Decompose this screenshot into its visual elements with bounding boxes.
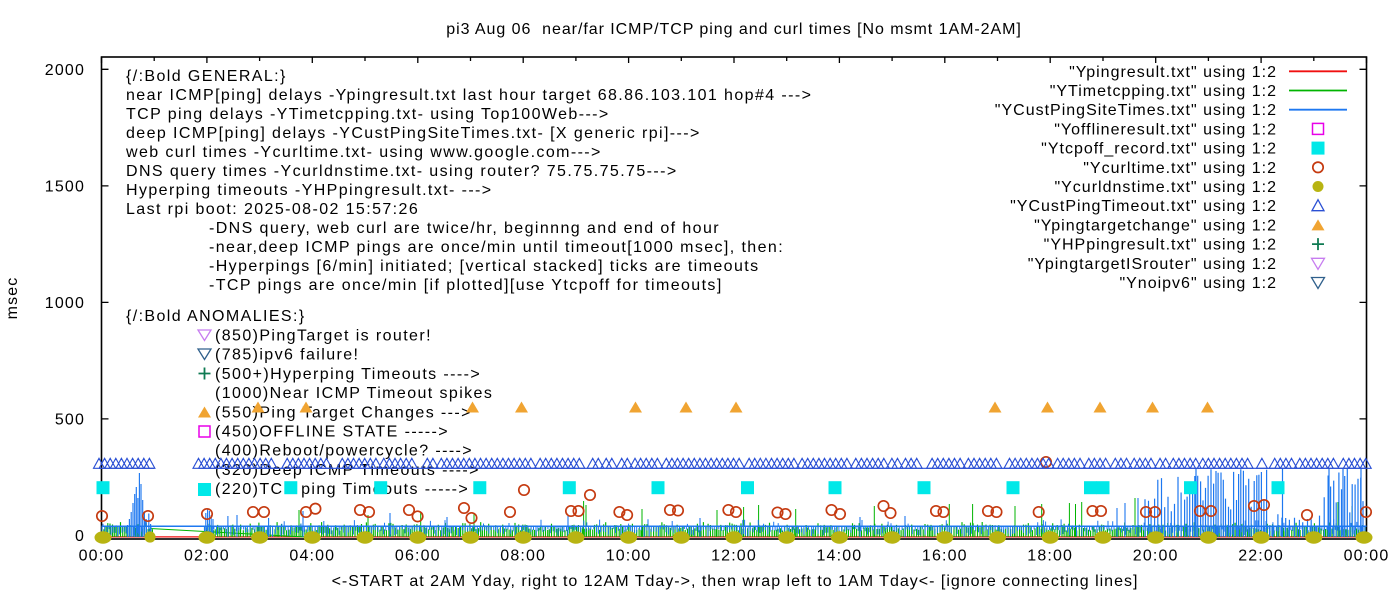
svg-text:-TCP pings are once/min [if pl: -TCP pings are once/min [if plotted][use… — [209, 277, 723, 294]
svg-text:(500+)Hyperping Timeouts ---->: (500+)Hyperping Timeouts ----> — [215, 366, 481, 383]
svg-text:1500: 1500 — [45, 178, 85, 195]
svg-text:near ICMP[ping] delays -Ypingr: near ICMP[ping] delays -Ypingresult.txt … — [126, 87, 812, 104]
svg-text:2000: 2000 — [45, 62, 85, 79]
svg-text:"Ycurltime.txt" using 1:2: "Ycurltime.txt" using 1:2 — [1083, 160, 1277, 177]
svg-text:DNS query times -Ycurldnstime.: DNS query times -Ycurldnstime.txt- using… — [126, 163, 678, 180]
svg-text:web curl times -Ycurltime.txt-: web curl times -Ycurltime.txt- using www… — [125, 144, 602, 161]
svg-text:1000: 1000 — [45, 295, 85, 312]
svg-text:(550)Ping Target Changes --->: (550)Ping Target Changes ---> — [215, 404, 472, 421]
svg-text:{/:Bold GENERAL:}: {/:Bold GENERAL:} — [126, 68, 287, 85]
svg-text:deep ICMP[ping] delays -YCustP: deep ICMP[ping] delays -YCustPingSiteTim… — [126, 125, 701, 142]
svg-text:"Ypingresult.txt" using 1:2: "Ypingresult.txt" using 1:2 — [1069, 64, 1277, 81]
svg-text:18:00: 18:00 — [1027, 548, 1073, 565]
svg-text:(1000)Near ICMP Timeout spikes: (1000)Near ICMP Timeout spikes — [215, 385, 493, 402]
svg-text:{/:Bold ANOMALIES:}: {/:Bold ANOMALIES:} — [126, 308, 306, 325]
svg-text:04:00: 04:00 — [289, 548, 335, 565]
svg-text:00:00: 00:00 — [79, 548, 125, 565]
svg-text:"YHPpingresult.txt" using 1:2: "YHPpingresult.txt" using 1:2 — [1044, 237, 1277, 254]
svg-text:08:00: 08:00 — [500, 548, 546, 565]
svg-text:(220)TCP ping Timeouts ----->: (220)TCP ping Timeouts -----> — [215, 481, 469, 498]
svg-text:"YCustPingSiteTimes.txt" using: "YCustPingSiteTimes.txt" using 1:2 — [995, 102, 1277, 119]
svg-text:22:00: 22:00 — [1238, 548, 1284, 565]
svg-text:"YTimetcpping.txt" using 1:2: "YTimetcpping.txt" using 1:2 — [1050, 83, 1277, 100]
svg-text:pi3 Aug 06 near/far ICMP/TCP: pi3 Aug 06 near/far ICMP/TCP ping and cu… — [446, 21, 1022, 38]
svg-text:"Ycurldnstime.txt" using 1:2: "Ycurldnstime.txt" using 1:2 — [1054, 179, 1277, 196]
svg-text:Last rpi boot: 2025-08-02 15:5: Last rpi boot: 2025-08-02 15:57:26 — [126, 201, 419, 218]
svg-text:"Yofflineresult.txt" using 1:2: "Yofflineresult.txt" using 1:2 — [1054, 121, 1277, 138]
svg-text:msec: msec — [4, 277, 21, 320]
svg-text:(400)Reboot/powercycle? ---->: (400)Reboot/powercycle? ----> — [215, 443, 473, 460]
svg-text:0: 0 — [75, 528, 85, 545]
svg-text:(850)PingTarget is router!: (850)PingTarget is router! — [215, 328, 432, 345]
svg-text:"YpingtargetISrouter" using 1:: "YpingtargetISrouter" using 1:2 — [1028, 256, 1277, 273]
svg-text:"Ynoipv6" using 1:2: "Ynoipv6" using 1:2 — [1119, 275, 1277, 292]
svg-text:00:00: 00:00 — [1344, 548, 1390, 565]
svg-text:06:00: 06:00 — [395, 548, 441, 565]
svg-text:-Hyperpings [6/min] initiated;: -Hyperpings [6/min] initiated; [vertical… — [209, 258, 760, 275]
svg-text:14:00: 14:00 — [817, 548, 863, 565]
svg-text:12:00: 12:00 — [711, 548, 757, 565]
svg-text:20:00: 20:00 — [1133, 548, 1179, 565]
svg-text:TCP ping delays -YTimetcpping.: TCP ping delays -YTimetcpping.txt- using… — [126, 106, 610, 123]
svg-text:"Ypingtargetchange" using 1:2: "Ypingtargetchange" using 1:2 — [1034, 217, 1277, 234]
svg-text:(320)Deep ICMP Timeouts ---->: (320)Deep ICMP Timeouts ----> — [215, 462, 480, 479]
svg-text:10:00: 10:00 — [606, 548, 652, 565]
svg-text:(785)ipv6 failure!: (785)ipv6 failure! — [215, 347, 359, 364]
svg-text:-DNS query, web curl are twice: -DNS query, web curl are twice/hr, begin… — [209, 220, 720, 237]
svg-text:16:00: 16:00 — [922, 548, 968, 565]
svg-text:Hyperping timeouts -YHPpingres: Hyperping timeouts -YHPpingresult.txt- -… — [126, 182, 493, 199]
svg-text:"YCustPingTimeout.txt" using 1: "YCustPingTimeout.txt" using 1:2 — [1010, 198, 1277, 215]
svg-text:500: 500 — [55, 411, 85, 428]
svg-text:-near,deep ICMP pings are once: -near,deep ICMP pings are once/min until… — [209, 239, 784, 256]
svg-text:<-START at 2AM Yday, right to: <-START at 2AM Yday, right to 12AM Tday-… — [332, 573, 1139, 590]
svg-text:(450)OFFLINE STATE ----->: (450)OFFLINE STATE -----> — [215, 424, 449, 441]
svg-text:"Ytcpoff_record.txt" using 1:2: "Ytcpoff_record.txt" using 1:2 — [1041, 141, 1277, 158]
svg-text:02:00: 02:00 — [184, 548, 230, 565]
